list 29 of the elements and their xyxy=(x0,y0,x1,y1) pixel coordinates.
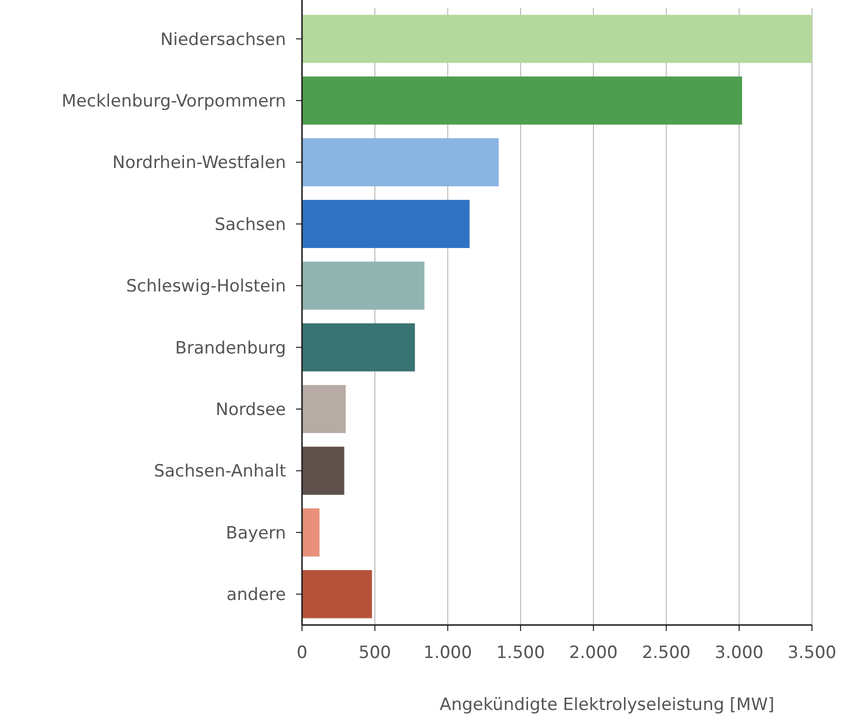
y-tick-label: andere xyxy=(226,585,286,606)
bar xyxy=(302,384,346,434)
x-tick-label: 2.000 xyxy=(569,643,618,663)
y-tick-label: Nordsee xyxy=(216,400,286,420)
y-tick-label: Mecklenburg-Vorpommern xyxy=(62,92,286,112)
x-tick-label: 0 xyxy=(296,643,308,663)
bar xyxy=(302,446,344,495)
x-tick-label: 2.500 xyxy=(642,643,691,663)
x-tick-label: 3.500 xyxy=(788,643,836,663)
y-tick-label: Niedersachsen xyxy=(160,30,286,50)
bar xyxy=(302,508,320,557)
x-axis-title: Angekündigte Elektrolyseleistung [MW] xyxy=(440,695,774,715)
x-tick-label: 1.500 xyxy=(496,643,545,663)
y-tick-label: Nordrhein-Westfalen xyxy=(112,153,286,174)
y-tick-label: Sachsen-Anhalt xyxy=(154,462,286,482)
bar xyxy=(302,76,742,125)
y-tick-label: Sachsen xyxy=(214,214,286,235)
bar xyxy=(302,323,415,372)
y-tick-label: Bayern xyxy=(226,523,286,544)
y-tick-label: Brandenburg xyxy=(175,338,286,358)
x-tick-label: 500 xyxy=(358,643,392,663)
x-tick-label: 3.000 xyxy=(714,643,764,663)
bar xyxy=(302,14,812,63)
bar xyxy=(302,200,470,248)
bar xyxy=(302,570,372,618)
y-tick-label: Schleswig-Holstein xyxy=(126,276,286,297)
bar xyxy=(302,138,499,186)
bar xyxy=(302,262,424,310)
x-tick-label: 1.000 xyxy=(423,643,472,663)
